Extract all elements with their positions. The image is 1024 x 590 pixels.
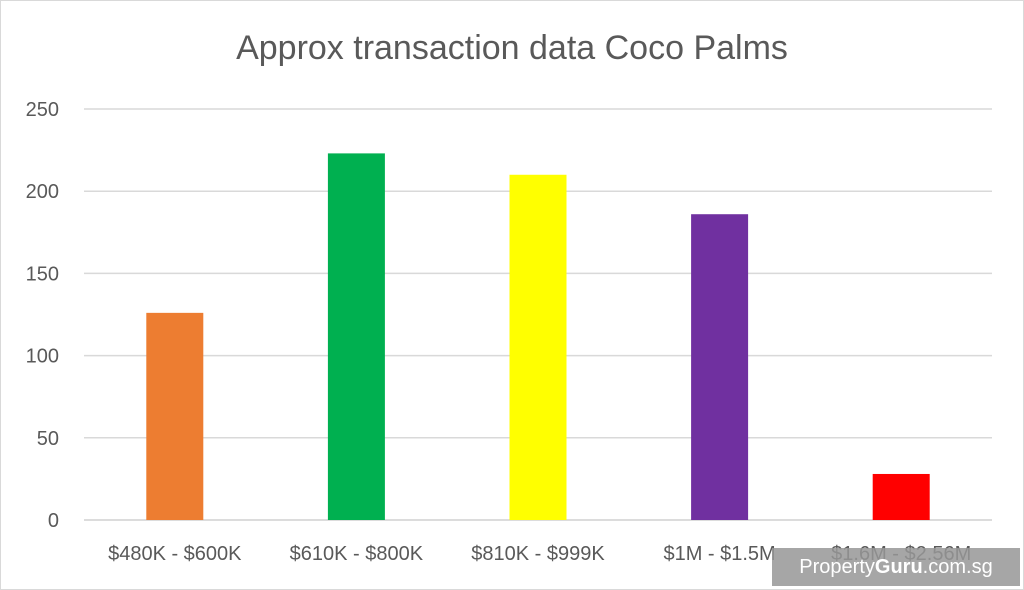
bar-2: [327, 153, 385, 520]
x-tick-label: $480K - $600K: [108, 543, 242, 565]
y-tick-label: 0: [48, 510, 59, 532]
y-axis-ticks: 0 50 100 150 200 250: [26, 99, 59, 532]
chart-title: Approx transaction data Coco Palms: [236, 29, 788, 67]
y-tick-label: 100: [26, 346, 59, 368]
x-tick-label: $810K - $999K: [471, 543, 605, 565]
watermark-prefix: Property: [799, 556, 875, 578]
y-tick-label: 50: [37, 428, 59, 450]
y-tick-label: 200: [26, 181, 59, 203]
bar-4: [691, 214, 749, 520]
watermark-suffix: .com.sg: [922, 556, 993, 578]
bar-1: [146, 312, 204, 520]
propertyguru-watermark: PropertyGuru.com.sg: [772, 548, 1020, 586]
y-tick-label: 150: [26, 263, 59, 285]
bar-3: [509, 174, 567, 520]
y-tick-label: 250: [26, 99, 59, 121]
x-tick-label: $610K - $800K: [290, 543, 424, 565]
bar-5: [872, 473, 930, 520]
bars: [146, 153, 930, 520]
watermark-brand: Guru: [874, 556, 923, 578]
x-tick-label: $1M - $1.5M: [663, 543, 775, 565]
